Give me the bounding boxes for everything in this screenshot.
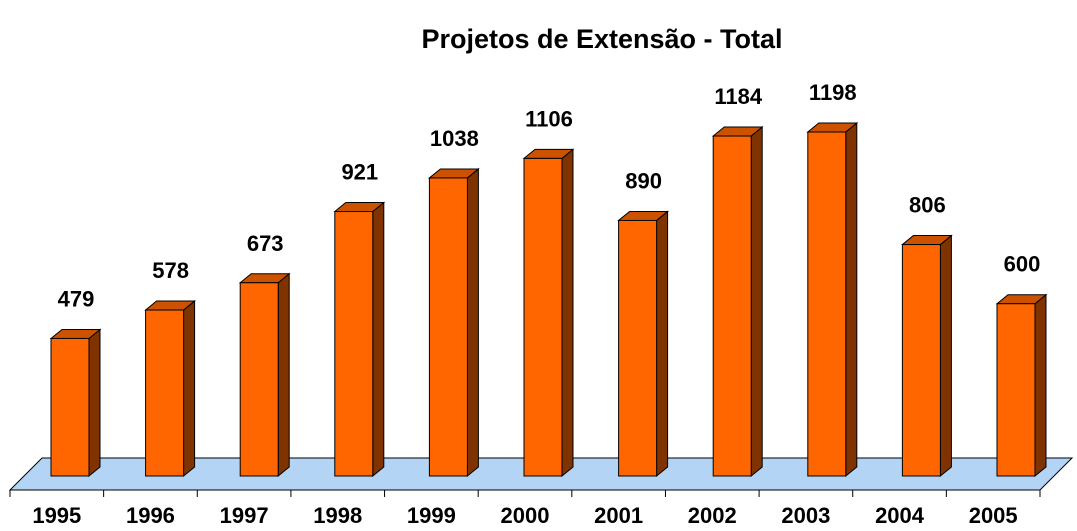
bar-side	[183, 299, 196, 478]
bar	[618, 219, 658, 477]
bar-side	[750, 125, 763, 478]
value-label: 921	[341, 160, 378, 185]
value-label: 479	[58, 286, 95, 311]
x-tick-label: 1997	[220, 503, 269, 528]
bar-side	[656, 210, 669, 478]
bar-side	[1034, 293, 1047, 478]
bar	[334, 211, 374, 477]
bar-side	[372, 201, 385, 478]
bar	[996, 303, 1036, 477]
x-tick-label: 2001	[594, 503, 643, 528]
bar-side	[466, 167, 479, 478]
value-label: 806	[909, 193, 946, 218]
x-tick-label: 2005	[969, 503, 1018, 528]
x-tick-label: 1999	[407, 503, 456, 528]
bar-side	[939, 234, 952, 478]
x-tick-label: 2000	[501, 503, 550, 528]
bar-side	[561, 148, 574, 478]
value-label: 578	[152, 258, 189, 283]
value-label: 1184	[714, 84, 762, 109]
value-label: 1198	[809, 80, 857, 105]
chart-title: Projetos de Extensão - Total	[421, 24, 782, 54]
value-label: 1106	[525, 106, 573, 131]
bar	[239, 282, 279, 477]
x-tick-label: 2002	[688, 503, 737, 528]
x-tick-label: 1995	[32, 503, 81, 528]
bar	[145, 309, 185, 477]
bar	[712, 135, 752, 477]
bar-side	[88, 328, 101, 478]
x-tick-label: 1998	[313, 503, 362, 528]
x-tick-label: 2003	[781, 503, 830, 528]
bar-side	[845, 121, 858, 478]
value-label: 890	[625, 168, 662, 193]
bar	[50, 337, 90, 477]
bar-side	[277, 272, 290, 478]
bar	[807, 131, 847, 477]
value-label: 1038	[430, 126, 479, 151]
bar	[428, 177, 468, 477]
value-label: 600	[1004, 252, 1041, 277]
bar	[901, 244, 941, 477]
x-tick-label: 1996	[126, 503, 175, 528]
value-label: 673	[247, 231, 284, 256]
bar	[523, 157, 563, 477]
x-tick-label: 2004	[875, 503, 925, 528]
